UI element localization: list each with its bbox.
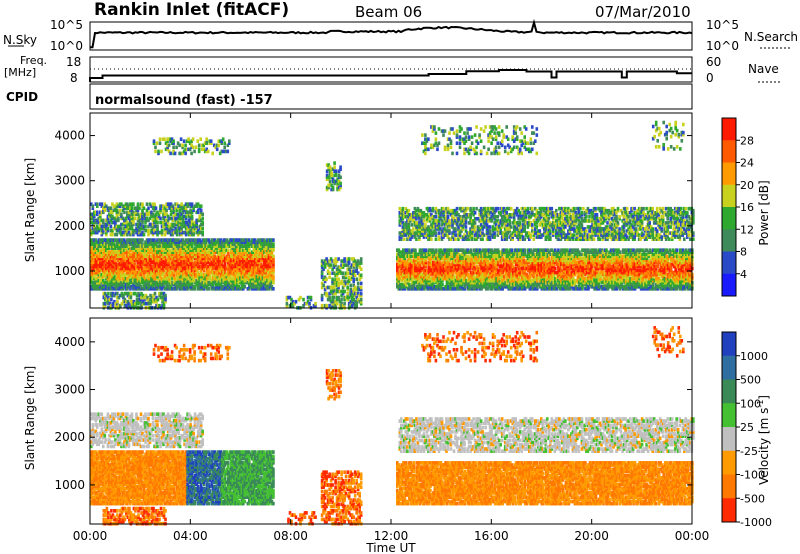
nave-right-tick-top: 60: [706, 55, 721, 69]
scatter-cell: [209, 275, 212, 279]
freq-label-2: [MHz]: [4, 66, 36, 79]
date-title: 07/Mar/2010: [595, 3, 691, 21]
beam-title: Beam 06: [355, 3, 422, 21]
freq-left-tick-top: 18: [66, 55, 81, 69]
nave-right-tick-bottom: 0: [706, 71, 714, 85]
noise-left-tick-top: 10^5: [50, 18, 83, 32]
nsearch-label: N.Search: [744, 30, 798, 44]
noise-right-tick-top: 10^5: [706, 18, 739, 32]
noise-left-tick-bottom: 10^0: [50, 39, 83, 53]
scatter-cell: [207, 287, 210, 291]
station-title: Rankin Inlet (fitACF): [94, 0, 289, 20]
noise-sky-line: [90, 23, 692, 48]
scatter-cell: [141, 238, 144, 242]
noise-right-tick-bottom: 10^0: [706, 39, 739, 53]
power-data: [90, 121, 695, 310]
nave-label: Nave: [748, 62, 779, 76]
nsky-label: N.Sky: [3, 33, 37, 47]
cpid-panel: CPID normalsound (fast) -157: [6, 84, 692, 109]
frequency-line: [90, 70, 692, 82]
frequency-panel: Freq. [MHz] 18 8 60 0 Nave: [4, 54, 782, 85]
cpid-program: normalsound (fast) -157: [95, 93, 273, 108]
noise-panel: N.Sky 10^5 10^0 10^5 10^0 N.Search: [3, 18, 798, 53]
freq-left-tick-bottom: 8: [70, 71, 78, 85]
rti-figure: Rankin Inlet (fitACF) Beam 06 07/Mar/201…: [0, 0, 800, 554]
cpid-label: CPID: [6, 90, 38, 104]
